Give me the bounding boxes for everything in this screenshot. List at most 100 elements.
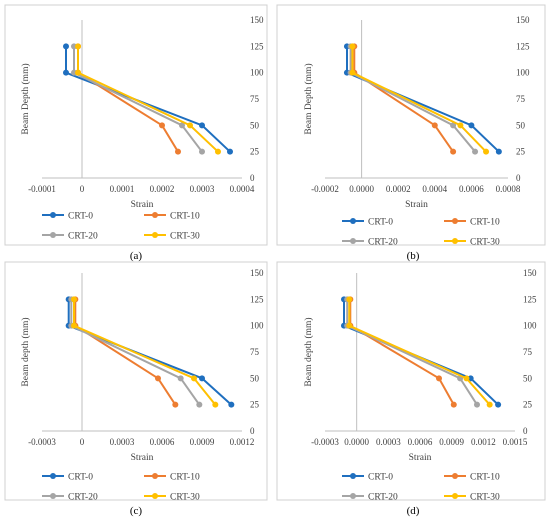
data-point-crt-0 [495,401,502,408]
legend-marker-crt-0 [50,212,56,218]
legend-label-crt-20: CRT-20 [68,493,98,503]
y-tick-label: 100 [250,321,264,331]
y-tick-label: 100 [523,321,537,331]
data-point-crt-20 [450,122,457,129]
data-point-crt-0 [199,375,205,382]
data-point-crt-30 [346,296,353,303]
x-axis-title: Strain [409,453,432,463]
x-tick-label: 0.0008 [496,184,521,194]
y-axis-title: Beam depth (mm) [20,317,31,386]
y-tick-label: 25 [250,400,260,410]
data-point-crt-0 [199,122,205,129]
data-point-crt-10 [175,148,181,155]
y-axis-title: Beam Depth (mm) [303,63,314,134]
legend-marker-crt-10 [152,473,158,479]
panel-frame [276,261,546,501]
series-line-crt-30 [77,46,219,153]
legend-label-crt-30: CRT-30 [170,232,200,242]
data-point-crt-10 [450,148,457,155]
legend-marker-crt-0 [350,218,356,224]
chart-panel-4: -0.0003 0.0000 0.0003 0.0006 0.0009 0.0012 0.0… [276,261,546,517]
x-tick-label: 0 [80,184,85,194]
y-tick-label: 150 [523,268,537,278]
series-line-crt-10 [74,299,177,406]
data-point-crt-0 [468,122,475,129]
y-tick-label: 125 [250,294,264,304]
data-point-crt-30 [349,43,356,50]
data-point-crt-30 [187,122,193,129]
y-tick-label: 125 [250,41,264,51]
y-tick-label: 0 [523,426,528,436]
y-tick-label: 75 [516,94,526,104]
data-point-crt-20 [474,401,480,408]
panel-frame [276,4,546,246]
legend-label-crt-30: CRT-30 [470,493,500,503]
legend-label-crt-10: CRT-10 [470,218,500,228]
data-point-crt-30 [349,69,356,76]
panel-frame [4,261,268,501]
y-tick-label: 0 [250,426,255,436]
y-tick-label: 50 [250,373,260,383]
legend-marker-crt-30 [152,232,158,238]
x-tick-label: -0.0002 [311,184,339,194]
data-point-crt-30 [71,322,77,329]
x-tick-label: 0.0006 [408,437,433,447]
legend-marker-crt-20 [350,238,356,244]
x-axis-title: Strain [131,200,154,210]
x-tick-label: 0.0003 [376,437,401,447]
x-axis-title: Strain [405,200,428,210]
y-tick-label: 100 [516,68,530,78]
legend-label-crt-20: CRT-20 [368,238,398,248]
series-line-crt-0 [65,46,231,153]
y-axis-title: Beam Depth (mm) [20,63,31,134]
legend-label-crt-0: CRT-0 [68,212,93,222]
data-point-crt-10 [172,401,179,408]
legend-label-crt-20: CRT-20 [68,232,98,242]
x-tick-label: 0.0006 [150,437,175,447]
legend-marker-crt-20 [350,493,356,499]
data-point-crt-20 [179,122,185,129]
x-tick-label: 0.0009 [439,437,464,447]
y-tick-label: 25 [516,147,526,157]
data-point-crt-30 [212,401,219,408]
data-point-crt-30 [346,322,353,329]
legend-marker-crt-0 [50,473,56,479]
data-point-crt-30 [486,401,493,408]
y-tick-label: 50 [523,373,533,383]
series-line-crt-20 [73,46,203,153]
y-tick-label: 75 [523,347,533,357]
data-point-crt-30 [75,43,81,50]
legend-marker-crt-30 [452,238,458,244]
y-tick-label: 50 [250,120,260,130]
data-point-crt-20 [199,148,205,155]
legend-label-crt-10: CRT-10 [470,473,500,483]
x-tick-label: 0.0003 [110,437,135,447]
y-tick-label: 125 [516,41,530,51]
panel-frame [4,4,268,246]
legend-marker-crt-10 [452,473,458,479]
data-point-crt-30 [71,296,77,303]
legend-label-crt-20: CRT-20 [368,493,398,503]
legend-marker-crt-10 [452,218,458,224]
legend-marker-crt-20 [50,232,56,238]
legend-label-crt-10: CRT-10 [170,473,200,483]
panel-caption: (b) [407,250,420,262]
chart-panel-1: -0.0001 0 0.0001 0.0002 0.0003 0.000402550751… [4,4,268,262]
data-point-crt-30 [483,148,490,155]
x-tick-label: 0.0004 [422,184,447,194]
series-line-crt-0 [346,46,500,153]
x-tick-label: 0.0012 [230,437,255,447]
x-tick-label: 0.0009 [190,437,215,447]
y-tick-label: 25 [523,400,533,410]
y-tick-label: 0 [250,173,255,183]
data-point-crt-0 [227,148,233,155]
series-line-crt-20 [349,46,476,153]
y-tick-label: 50 [516,120,526,130]
chart-panel-3: -0.0003 0 0.0003 0.0006 0.0009 0.001202550751… [4,261,268,517]
legend-marker-crt-20 [50,493,56,499]
x-tick-label: -0.0001 [28,184,56,194]
data-point-crt-30 [463,375,470,382]
legend-label-crt-0: CRT-0 [368,473,393,483]
